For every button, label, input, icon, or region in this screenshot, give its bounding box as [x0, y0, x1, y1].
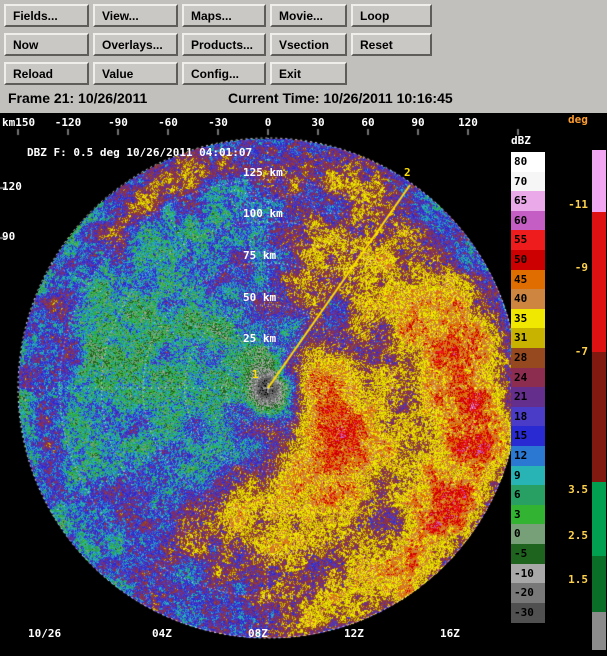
x-axis-tick-label: 120: [458, 116, 478, 129]
time-axis-label: 16Z: [440, 627, 460, 640]
elevation-tick-label: -9: [574, 261, 588, 274]
x-axis-tick-label: 0: [264, 116, 272, 129]
menu-button-now[interactable]: Now: [4, 33, 89, 56]
field-header: DBZ F: 0.5 deg 10/26/2011 04:01:07: [27, 146, 253, 159]
colorbar-level-45: 45: [511, 269, 545, 290]
colorbar-level-80: 80: [511, 152, 545, 172]
menu-button-view[interactable]: View...: [93, 4, 178, 27]
menu-button-value[interactable]: Value: [93, 62, 178, 85]
menu-row-2: Now Overlays... Products... Vsection Reset: [4, 33, 432, 56]
time-axis-label: 12Z: [344, 627, 364, 640]
elevation-strip-segment-6[interactable]: [592, 612, 606, 650]
menu-button-config[interactable]: Config...: [182, 62, 266, 85]
x-axis-tick-label: -90: [108, 116, 128, 129]
colorbar-level-0: 0: [511, 524, 545, 545]
colorbar-level-6: 6: [511, 485, 545, 506]
elevation-scale-strip: [592, 150, 606, 650]
menu-row-1: Fields... View... Maps... Movie... Loop: [4, 4, 432, 27]
colorbar-level-28: 28: [511, 348, 545, 368]
x-axis-tick-label: -120: [54, 116, 82, 129]
colorbar-level-40: 40: [511, 289, 545, 310]
elevation-scale-title: deg: [568, 113, 588, 126]
x-axis-tick-label: 30: [311, 116, 325, 129]
range-ring-label: 125 km: [243, 165, 283, 179]
colorbar-level-35: 35: [511, 308, 545, 329]
elevation-tick-label: -11: [568, 198, 588, 211]
time-axis-label: 08Z: [248, 627, 268, 640]
x-axis-tick-label: 60: [361, 116, 375, 129]
range-ring-label: 25 km: [243, 332, 277, 346]
elevation-tick-label: -7: [574, 345, 588, 358]
range-ring-label: 50 km: [243, 290, 277, 304]
colorbar-level-70: 70: [511, 171, 545, 192]
colorbar-level--30: -30: [511, 602, 545, 623]
x-axis-tick-label: -60: [158, 116, 178, 129]
menu-button-exit[interactable]: Exit: [270, 62, 347, 85]
menu-button-loop[interactable]: Loop: [351, 4, 432, 27]
menu-button-movie[interactable]: Movie...: [270, 4, 347, 27]
colorbar-level-21: 21: [511, 387, 545, 408]
colorbar-level-18: 18: [511, 406, 545, 427]
frame-label: Frame 21: 10/26/2011: [8, 90, 148, 106]
elevation-strip-segment-4[interactable]: [592, 482, 606, 556]
elevation-strip-segment-3[interactable]: [592, 352, 606, 482]
colorbar-level-9: 9: [511, 465, 545, 486]
menu-button-maps[interactable]: Maps...: [182, 4, 266, 27]
cross-section-point-1: 1: [252, 368, 259, 381]
x-axis-unit-label: km150: [2, 116, 36, 129]
colorbar-level-50: 50: [511, 250, 545, 270]
menu-button-reload[interactable]: Reload: [4, 62, 89, 85]
colorbar-level-15: 15: [511, 426, 545, 447]
colorbar-level--5: -5: [511, 544, 545, 564]
menu-button-vsection[interactable]: Vsection: [270, 33, 347, 56]
menu-button-fields[interactable]: Fields...: [4, 4, 89, 27]
colorbar-level-65: 65: [511, 191, 545, 212]
elevation-strip-segment-1[interactable]: [592, 150, 606, 212]
menu-button-products[interactable]: Products...: [182, 33, 266, 56]
radar-plot-area: DBZ F: 0.5 deg 10/26/2011 04:01:07 dBZ d…: [0, 113, 607, 656]
menu-button-reset[interactable]: Reset: [351, 33, 432, 56]
status-bar: Frame 21: 10/26/2011 Current Time: 10/26…: [0, 90, 607, 113]
time-axis-label: 04Z: [152, 627, 172, 640]
cross-section-point-2: 2: [404, 166, 411, 179]
colorbar-level--10: -10: [511, 563, 545, 584]
menu-button-overlays[interactable]: Overlays...: [93, 33, 178, 56]
colorbar-level-24: 24: [511, 367, 545, 388]
radar-ppi-display[interactable]: [0, 113, 607, 656]
colorbar-level-31: 31: [511, 328, 545, 349]
menu-row-3: Reload Value Config... Exit: [4, 62, 347, 85]
range-ring-label: 100 km: [243, 207, 283, 221]
elevation-tick-label: 3.5: [568, 483, 588, 496]
y-axis-tick-label: 120: [2, 180, 22, 193]
y-axis-tick-label: 90: [2, 230, 16, 243]
elevation-tick-label: 2.5: [568, 529, 588, 542]
elevation-strip-segment-2[interactable]: [592, 212, 606, 352]
colorbar-level-3: 3: [511, 504, 545, 525]
elevation-strip-segment-5[interactable]: [592, 556, 606, 612]
colorbar-level-60: 60: [511, 210, 545, 231]
x-axis-tick-label: 90: [411, 116, 425, 129]
range-ring-label: 75 km: [243, 249, 277, 262]
colorbar-title: dBZ: [511, 134, 531, 147]
colorbar-level-55: 55: [511, 230, 545, 251]
current-time-label: Current Time: 10/26/2011 10:16:45: [228, 90, 453, 106]
colorbar-level-12: 12: [511, 446, 545, 466]
elevation-tick-label: 1.5: [568, 573, 588, 586]
colorbar-level--20: -20: [511, 583, 545, 604]
time-axis-label: 10/26: [28, 627, 62, 640]
x-axis-tick-label: -30: [208, 116, 228, 129]
